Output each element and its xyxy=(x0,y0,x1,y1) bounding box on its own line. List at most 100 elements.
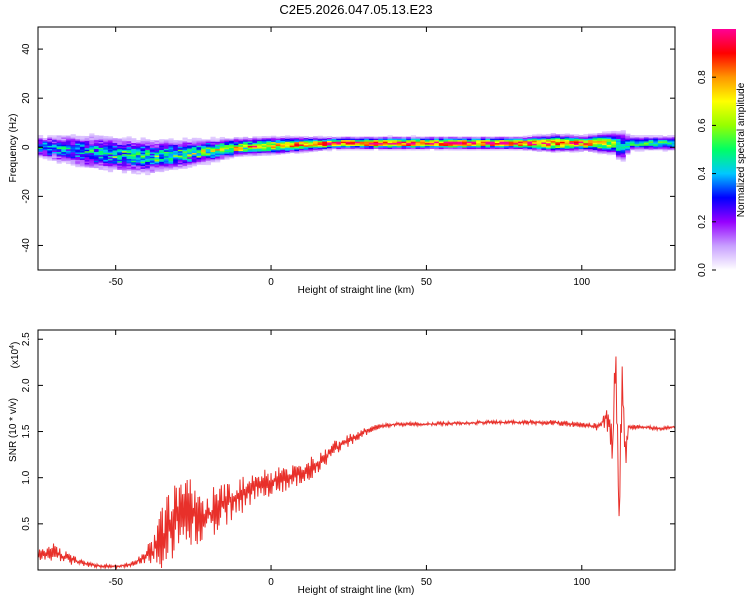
heatmap-cell xyxy=(117,159,123,162)
heatmap-cell xyxy=(499,141,505,144)
heatmap-cell xyxy=(42,140,48,143)
heatmap-cell xyxy=(494,145,500,148)
heatmap-cell xyxy=(126,162,132,165)
heatmap-cell xyxy=(317,144,323,147)
heatmap-cell xyxy=(546,147,552,150)
heatmap-cell xyxy=(536,144,542,147)
heatmap-cell xyxy=(238,144,244,147)
heatmap-cell xyxy=(103,141,109,144)
heatmap-cell xyxy=(61,150,67,153)
heatmap-cell xyxy=(285,147,291,150)
heatmap-cell xyxy=(574,147,580,150)
heatmap-cell xyxy=(61,154,67,157)
heatmap-cell xyxy=(294,146,300,149)
heatmap-cell xyxy=(643,136,650,139)
heatmap-cell xyxy=(396,141,403,144)
heatmap-cell xyxy=(354,145,361,148)
heatmap-cell xyxy=(56,157,62,160)
heatmap-cell xyxy=(187,147,193,150)
heatmap-cell xyxy=(410,145,417,148)
heatmap-cell xyxy=(387,135,393,138)
heatmap-cell xyxy=(98,156,104,159)
heatmap-cell xyxy=(56,138,62,141)
heatmap-cell xyxy=(266,150,272,153)
heatmap-cell xyxy=(368,136,375,139)
heatmap-cell xyxy=(205,139,211,142)
heatmap-cell xyxy=(229,153,235,156)
heatmap-cell xyxy=(61,142,67,145)
heatmap-cell xyxy=(163,155,170,158)
heatmap-cell xyxy=(93,152,100,155)
heatmap-cell xyxy=(201,142,207,145)
heatmap-cell xyxy=(154,163,160,166)
heatmap-cell xyxy=(396,136,403,139)
heatmap-cell xyxy=(84,138,90,141)
heatmap-cell xyxy=(504,139,510,142)
heatmap-cell xyxy=(541,146,547,149)
heatmap-cell xyxy=(401,139,407,142)
heatmap-cell xyxy=(508,139,514,142)
heatmap-cell xyxy=(322,136,328,139)
heatmap-cell xyxy=(196,145,202,148)
heatmap-cell xyxy=(229,140,235,143)
heatmap-cell xyxy=(224,144,230,147)
heatmap-cell xyxy=(154,161,160,163)
heatmap-cell xyxy=(89,137,95,140)
heatmap-cell xyxy=(452,145,458,148)
heatmap-cell xyxy=(168,151,174,154)
heatmap-cell xyxy=(196,162,202,165)
heatmap-cell xyxy=(536,133,542,136)
heatmap-cell xyxy=(159,143,165,146)
heatmap-cell xyxy=(257,146,263,149)
heatmap-cell xyxy=(182,165,188,168)
heatmap-cell xyxy=(38,154,44,157)
heatmap-cell xyxy=(308,148,314,151)
heatmap-cell xyxy=(322,138,328,141)
heatmap-x-tick-label: 0 xyxy=(268,277,274,288)
heatmap-cell xyxy=(620,149,626,152)
heatmap-cell xyxy=(205,146,211,149)
heatmap-cell xyxy=(560,138,566,141)
heatmap-cell xyxy=(247,142,253,145)
heatmap-cell xyxy=(84,161,90,163)
heatmap-cell xyxy=(275,136,281,139)
heatmap-y-tick-label: -40 xyxy=(21,238,32,253)
heatmap-cell xyxy=(396,144,403,147)
heatmap-cell xyxy=(131,169,137,172)
heatmap-cell xyxy=(219,139,225,142)
heatmap-cell xyxy=(112,141,118,144)
heatmap-cell xyxy=(560,150,566,153)
heatmap-cell xyxy=(308,145,314,148)
heatmap-cell xyxy=(303,141,309,144)
heatmap-cell xyxy=(653,145,659,148)
heatmap-cell xyxy=(112,151,118,154)
heatmap-cell xyxy=(592,136,598,139)
heatmap-cell xyxy=(107,158,114,161)
heatmap-cell xyxy=(601,143,608,146)
heatmap-cell xyxy=(191,149,197,152)
heatmap-cell xyxy=(149,163,156,166)
heatmap-cell xyxy=(252,148,258,151)
heatmap-cell xyxy=(289,148,295,151)
heatmap-cell xyxy=(79,156,86,159)
heatmap-cell xyxy=(466,142,472,145)
heatmap-cell xyxy=(112,147,118,149)
heatmap-cell xyxy=(205,161,211,164)
heatmap-cell xyxy=(648,145,654,148)
heatmap-cell xyxy=(438,136,444,139)
heatmap-cell xyxy=(159,158,165,161)
heatmap-cell xyxy=(615,144,622,147)
heatmap-cell xyxy=(61,156,67,159)
heatmap-cell xyxy=(154,144,160,147)
heatmap-cell xyxy=(340,142,347,145)
heatmap-cell xyxy=(368,142,375,145)
heatmap-cell xyxy=(247,151,253,154)
heatmap-cell xyxy=(275,151,281,154)
heatmap-cell xyxy=(75,135,81,138)
heatmap-cell xyxy=(89,133,95,136)
heatmap-cell xyxy=(597,143,603,146)
heatmap-cell xyxy=(47,138,53,141)
heatmap-cell xyxy=(438,144,444,147)
heatmap-cell xyxy=(163,140,170,143)
snr-x-tick-label: -50 xyxy=(108,577,123,588)
